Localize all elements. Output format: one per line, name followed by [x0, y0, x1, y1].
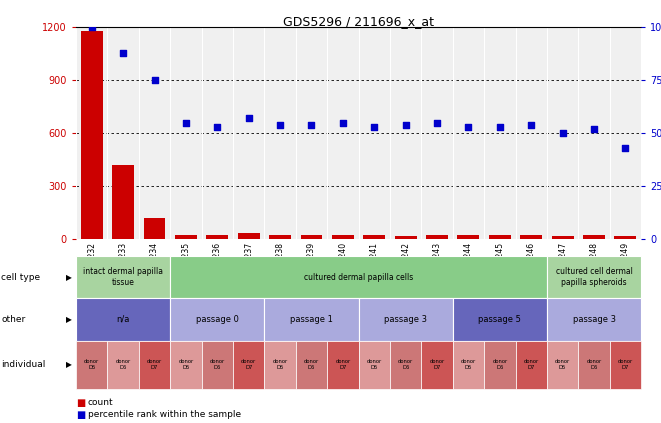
Text: ■: ■ [76, 398, 85, 408]
Text: percentile rank within the sample: percentile rank within the sample [88, 410, 241, 419]
Text: passage 0: passage 0 [196, 315, 239, 324]
Bar [143, 218, 165, 239]
Text: donor
D5: donor D5 [461, 360, 476, 370]
Point [180, 119, 191, 126]
Bar [112, 165, 134, 239]
Point [463, 124, 474, 130]
Text: individual: individual [1, 360, 46, 369]
Text: donor
D6: donor D6 [210, 360, 225, 370]
Point [401, 121, 411, 128]
Text: donor
D7: donor D7 [618, 360, 633, 370]
Text: ■: ■ [76, 409, 85, 420]
Text: donor
D6: donor D6 [398, 360, 413, 370]
Text: count: count [88, 398, 114, 407]
Point [243, 115, 254, 122]
Bar [238, 233, 260, 239]
Text: cultured dermal papilla cells: cultured dermal papilla cells [304, 272, 413, 282]
Bar [489, 236, 511, 239]
Text: passage 3: passage 3 [384, 315, 427, 324]
Point [620, 145, 631, 151]
Bar [583, 236, 605, 239]
Bar [552, 236, 574, 239]
Text: donor
D5: donor D5 [555, 360, 570, 370]
Text: donor
D5: donor D5 [84, 360, 99, 370]
Text: donor
D7: donor D7 [524, 360, 539, 370]
Bar [301, 236, 323, 239]
Point [87, 24, 97, 31]
Text: donor
D5: donor D5 [367, 360, 382, 370]
Bar [395, 236, 416, 239]
Point [306, 121, 317, 128]
Text: n/a: n/a [116, 315, 130, 324]
Text: donor
D6: donor D6 [586, 360, 602, 370]
Point [338, 119, 348, 126]
Text: passage 5: passage 5 [479, 315, 522, 324]
Text: passage 3: passage 3 [572, 315, 615, 324]
Point [494, 124, 505, 130]
Text: passage 1: passage 1 [290, 315, 333, 324]
Text: donor
D7: donor D7 [430, 360, 445, 370]
Text: intact dermal papilla
tissue: intact dermal papilla tissue [83, 267, 163, 287]
Bar [81, 31, 102, 239]
Text: cell type: cell type [1, 272, 40, 282]
Point [557, 130, 568, 137]
Point [432, 119, 442, 126]
Point [589, 126, 600, 132]
Text: ▶: ▶ [67, 272, 72, 282]
Point [369, 124, 379, 130]
Text: donor
D5: donor D5 [272, 360, 288, 370]
Text: ▶: ▶ [67, 360, 72, 369]
Text: cultured cell dermal
papilla spheroids: cultured cell dermal papilla spheroids [556, 267, 633, 287]
Bar [457, 235, 479, 239]
Text: GDS5296 / 211696_x_at: GDS5296 / 211696_x_at [283, 15, 434, 28]
Text: ▶: ▶ [67, 315, 72, 324]
Point [149, 77, 160, 84]
Text: donor
D7: donor D7 [241, 360, 256, 370]
Text: donor
D7: donor D7 [335, 360, 350, 370]
Bar [520, 235, 542, 239]
Bar [364, 236, 385, 239]
Bar [615, 236, 637, 239]
Point [526, 121, 537, 128]
Bar [206, 235, 228, 239]
Text: donor
D5: donor D5 [178, 360, 194, 370]
Text: donor
D6: donor D6 [304, 360, 319, 370]
Bar [426, 236, 448, 239]
Bar [175, 235, 197, 239]
Point [212, 124, 223, 130]
Text: donor
D7: donor D7 [147, 360, 162, 370]
Point [118, 49, 128, 56]
Text: donor
D6: donor D6 [492, 360, 508, 370]
Text: other: other [1, 315, 26, 324]
Bar [332, 235, 354, 239]
Bar [269, 235, 291, 239]
Text: donor
D6: donor D6 [116, 360, 131, 370]
Point [275, 121, 286, 128]
